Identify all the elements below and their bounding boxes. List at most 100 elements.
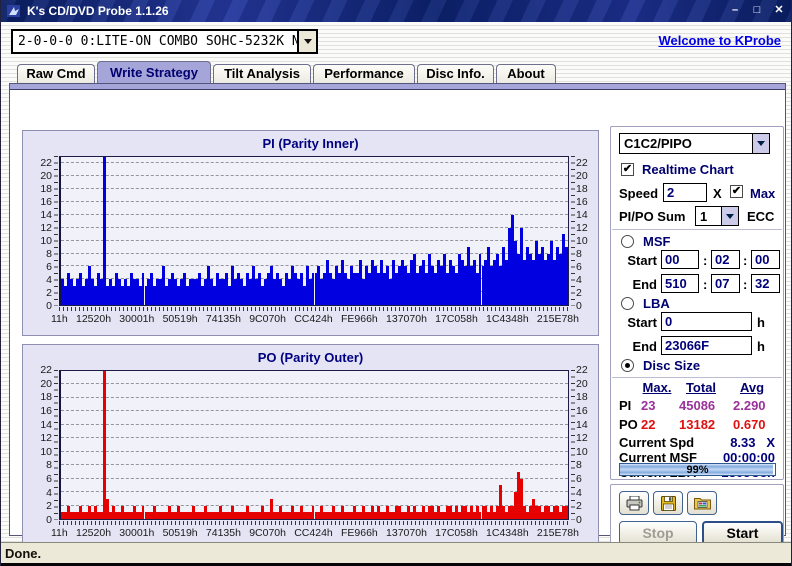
- mode-select-value: C1C2/PIPO: [620, 136, 752, 151]
- printer-icon: [626, 496, 643, 511]
- mode-select-dropdown-button[interactable]: [752, 134, 769, 153]
- device-select-dropdown-button[interactable]: [297, 31, 316, 52]
- speed-label: Speed: [619, 186, 658, 201]
- progress-bar: 99%: [619, 463, 776, 476]
- settings-group: C1C2/PIPO ✔ Realtime Chart Speed X ✔ Max…: [610, 126, 784, 480]
- po-row-label: PO: [619, 417, 638, 432]
- po-max: 22: [641, 417, 655, 432]
- disc-size-label: Disc Size: [643, 358, 700, 373]
- y-axis-ticks-left: [54, 156, 58, 306]
- tab-disc-info[interactable]: Disc Info.: [417, 64, 494, 83]
- y-axis-ticks-left: [54, 370, 58, 520]
- po-parity-outer-chart: PO (Parity Outer) 0246810121416182022 02…: [22, 344, 599, 550]
- msf-end-label: End: [611, 277, 657, 292]
- lba-radio[interactable]: [621, 297, 634, 310]
- speed-input[interactable]: [663, 183, 707, 202]
- minimize-button[interactable]: –: [727, 3, 743, 18]
- po-total: 13182: [679, 417, 715, 432]
- colon-separator: :: [703, 253, 707, 268]
- print-button[interactable]: [619, 491, 649, 515]
- current-spd-value: 8.33 X: [703, 435, 775, 450]
- actions-group: Stop Start: [610, 484, 784, 550]
- msf-start-min-input[interactable]: [661, 250, 699, 269]
- tab-write-strategy[interactable]: Write Strategy: [97, 61, 211, 83]
- max-speed-checkbox[interactable]: ✔: [730, 185, 743, 198]
- chevron-down-icon: [304, 39, 312, 44]
- y-axis-labels-left: 0246810121416182022: [28, 370, 54, 520]
- ecc-label: ECC: [747, 209, 774, 224]
- hex-unit-label: h: [757, 315, 765, 330]
- device-select[interactable]: 2-0-0-0 0:LITE-ON COMBO SOHC-5232K NK07: [11, 29, 318, 54]
- msf-end-frame-input[interactable]: [751, 274, 780, 293]
- disc-size-radio[interactable]: [621, 359, 634, 372]
- folder-image-icon: [694, 496, 711, 510]
- stats-header-max: Max.: [637, 380, 677, 395]
- tab-performance[interactable]: Performance: [313, 64, 415, 83]
- mode-select[interactable]: C1C2/PIPO: [619, 133, 770, 154]
- separator: [612, 229, 782, 230]
- lba-start-label: Start: [611, 315, 657, 330]
- pipo-sum-label: PI/PO Sum: [619, 209, 685, 224]
- chevron-down-icon: [757, 141, 765, 146]
- lba-end-input[interactable]: [661, 336, 752, 355]
- colon-separator: :: [743, 253, 747, 268]
- msf-end-sec-input[interactable]: [711, 274, 740, 293]
- speed-unit-label: X: [713, 186, 722, 201]
- device-select-value: 2-0-0-0 0:LITE-ON COMBO SOHC-5232K NK07: [13, 34, 297, 49]
- po-avg: 0.670: [733, 417, 766, 432]
- save-floppy-icon: [661, 496, 676, 511]
- status-bar: Done.: [1, 542, 792, 566]
- realtime-chart-checkbox[interactable]: ✔: [621, 163, 634, 176]
- lba-start-input[interactable]: [661, 312, 752, 331]
- title-bar: K's CD/DVD Probe 1.1.26 – □ ✕: [1, 0, 792, 22]
- msf-radio[interactable]: [621, 235, 634, 248]
- progress-label: 99%: [620, 464, 775, 476]
- tab-raw-cmd[interactable]: Raw Cmd: [17, 64, 95, 83]
- chart-title: PO (Parity Outer): [23, 350, 598, 365]
- tab-tilt-analysis[interactable]: Tilt Analysis: [213, 64, 311, 83]
- pi-parity-inner-chart: PI (Parity Inner) 0246810121416182022 02…: [22, 130, 599, 336]
- y-axis-labels-left: 0246810121416182022: [28, 156, 54, 306]
- y-axis-labels-right: 0246810121416182022: [574, 370, 600, 520]
- lba-label: LBA: [643, 296, 670, 311]
- pipo-sum-select[interactable]: 1: [695, 206, 739, 226]
- x-axis-ticks: [59, 521, 570, 525]
- chart-title: PI (Parity Inner): [23, 136, 598, 151]
- x-axis-ticks: [59, 307, 570, 311]
- app-window: K's CD/DVD Probe 1.1.26 – □ ✕ 2-0-0-0 0:…: [0, 0, 792, 566]
- lba-end-label: End: [611, 339, 657, 354]
- x-axis-labels: 11h12520h30001h50519h74135h9C070hCC424hF…: [51, 313, 579, 325]
- workspace: 2-0-0-0 0:LITE-ON COMBO SOHC-5232K NK07 …: [1, 22, 792, 542]
- close-button[interactable]: ✕: [771, 3, 787, 18]
- max-speed-label: Max: [750, 186, 775, 201]
- app-icon: [7, 4, 21, 18]
- msf-end-min-input[interactable]: [661, 274, 699, 293]
- welcome-link[interactable]: Welcome to KProbe: [658, 33, 781, 48]
- stats-header-total: Total: [675, 380, 727, 395]
- msf-start-label: Start: [611, 253, 657, 268]
- pi-avg: 2.290: [733, 398, 766, 413]
- pi-total: 45086: [679, 398, 715, 413]
- stats-header-avg: Avg: [729, 380, 775, 395]
- capture-button[interactable]: [687, 491, 717, 515]
- current-spd-label: Current Spd: [619, 435, 694, 450]
- msf-label: MSF: [643, 234, 670, 249]
- pipo-sum-dropdown-button[interactable]: [721, 207, 738, 225]
- save-button[interactable]: [653, 491, 683, 515]
- hex-unit-label: h: [757, 339, 765, 354]
- chevron-down-icon: [726, 214, 734, 219]
- colon-separator: :: [743, 277, 747, 292]
- pi-row-label: PI: [619, 398, 631, 413]
- msf-start-sec-input[interactable]: [711, 250, 740, 269]
- window-title: K's CD/DVD Probe 1.1.26: [27, 0, 169, 22]
- pi-max: 23: [641, 398, 655, 413]
- tab-about[interactable]: About: [496, 64, 556, 83]
- plot-area: [59, 370, 569, 520]
- realtime-chart-label: Realtime Chart: [642, 162, 734, 177]
- msf-start-frame-input[interactable]: [751, 250, 780, 269]
- colon-separator: :: [703, 277, 707, 292]
- status-text: Done.: [5, 546, 41, 561]
- tab-page-top-band: [10, 84, 785, 90]
- maximize-button[interactable]: □: [749, 3, 765, 18]
- separator: [612, 377, 782, 378]
